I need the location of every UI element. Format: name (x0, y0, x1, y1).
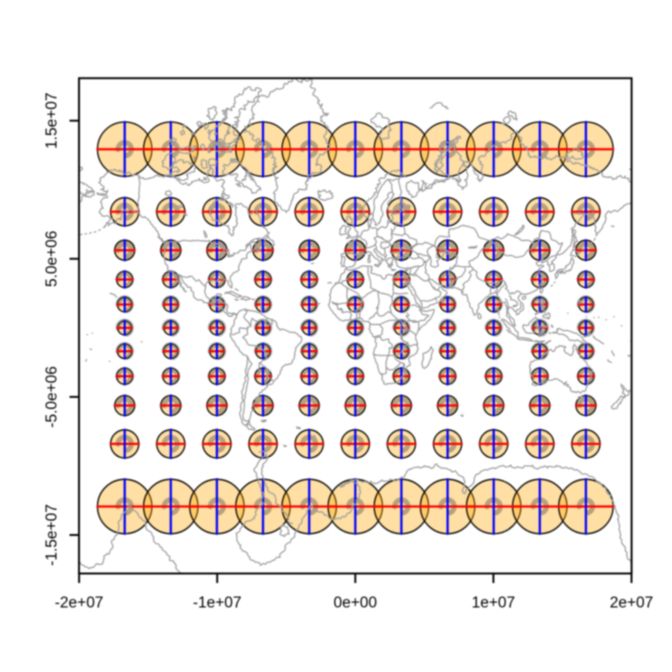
svg-text:2e+07: 2e+07 (610, 595, 654, 612)
svg-text:-1.5e+07: -1.5e+07 (44, 504, 61, 566)
svg-text:-2e+07: -2e+07 (55, 595, 104, 612)
svg-text:1.5e+07: 1.5e+07 (44, 92, 61, 148)
svg-text:5.0e+06: 5.0e+06 (44, 231, 61, 287)
svg-text:-1e+07: -1e+07 (193, 595, 242, 612)
svg-text:0e+00: 0e+00 (334, 595, 378, 612)
svg-text:-5.0e+06: -5.0e+06 (44, 366, 61, 428)
svg-text:1e+07: 1e+07 (472, 595, 516, 612)
